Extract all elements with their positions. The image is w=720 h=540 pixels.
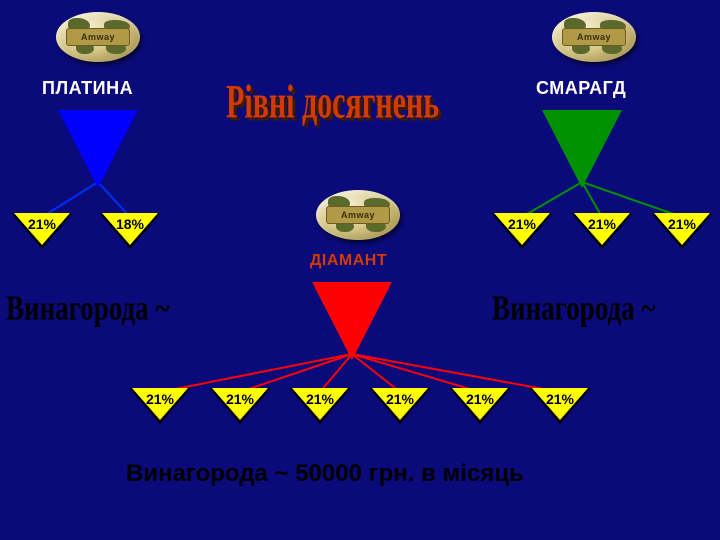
leg-percent: 21% [369,391,431,407]
reward-platinum: Винагорода ~ [6,288,169,328]
leg-percent: 21% [289,391,351,407]
globe-brand: Amway [562,28,626,46]
label-emerald: СМАРАГД [536,78,626,99]
reward-emerald: Винагорода ~ [492,288,655,328]
leg-percent: 21% [651,216,713,232]
globe-icon: Amway [316,190,400,240]
leg-percent: 21% [491,216,553,232]
stage: Рівні досягнень Рівні досягнень ПЛАТИНА … [0,0,720,540]
leg-badge: 21% [651,213,713,253]
leg-badge: 21% [449,388,511,428]
leg-badge: 21% [209,388,271,428]
leg-badge: 21% [491,213,553,253]
globe-brand: Amway [66,28,130,46]
main-title: Рівні досягнень [226,76,439,130]
leg-badge: 21% [11,213,73,253]
label-platinum: ПЛАТИНА [42,78,133,99]
leg-percent: 21% [449,391,511,407]
leg-percent: 21% [11,216,73,232]
leg-badge: 21% [369,388,431,428]
leg-badge: 21% [529,388,591,428]
triangle-diamond [312,282,392,360]
leg-percent: 21% [571,216,633,232]
globe-icon: Amway [552,12,636,62]
leg-percent: 21% [209,391,271,407]
reward-diamond: Винагорода ~ 50000 грн. в місяць [126,460,524,488]
leg-badge: 21% [289,388,351,428]
leg-percent: 21% [529,391,591,407]
triangle-emerald [542,110,622,188]
globe-icon: Amway [56,12,140,62]
leg-badge: 21% [129,388,191,428]
leg-badge: 18% [99,213,161,253]
globe-brand: Amway [326,206,390,224]
leg-badge: 21% [571,213,633,253]
label-diamond: ДІАМАНТ [310,252,387,270]
leg-percent: 21% [129,391,191,407]
leg-percent: 18% [99,216,161,232]
triangle-platinum [58,110,138,188]
